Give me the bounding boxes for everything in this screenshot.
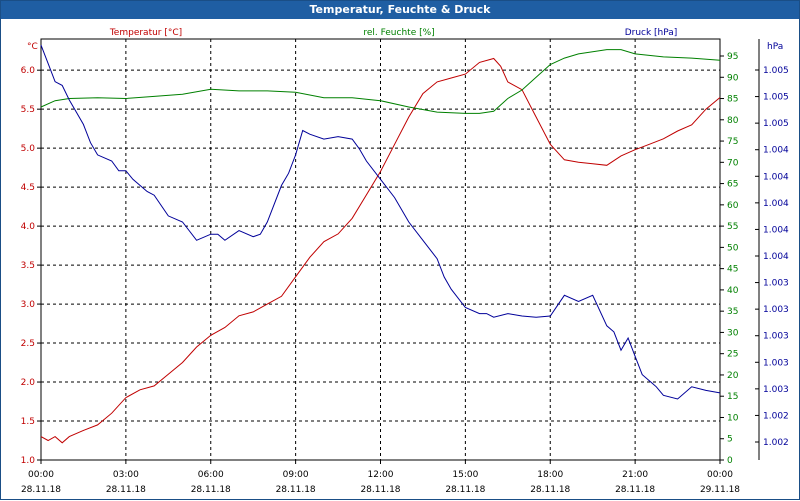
pressure-tick-label: 1.002	[763, 411, 789, 421]
pressure-tick-label: 1.004	[763, 146, 789, 156]
x-tick-date: 28.11.18	[360, 485, 400, 495]
temperature-series-line	[40, 57, 721, 444]
pressure-tick-label: 1.003	[763, 385, 789, 395]
temperature-tick-label: 1.5	[21, 417, 35, 427]
humidity-tick-label: 70	[727, 158, 739, 168]
humidity-series-line	[40, 49, 721, 114]
temperature-tick-label: 3.0	[21, 300, 36, 310]
x-tick-date: 29.11.18	[700, 485, 740, 495]
pressure-tick-label: 1.004	[763, 252, 789, 262]
humidity-tick-label: 75	[727, 137, 738, 147]
humidity-tick-label: 0	[727, 456, 733, 466]
pressure-tick-label: 1.003	[763, 358, 789, 368]
temperature-tick-label: 1.0	[21, 456, 36, 466]
humidity-tick-label: 90	[727, 73, 739, 83]
temperature-tick-label: 5.0	[21, 144, 36, 154]
temperature-tick-label: 3.5	[21, 261, 35, 271]
pressure-unit-label: hPa	[767, 42, 783, 52]
pressure-tick-label: 1.005	[763, 66, 789, 76]
x-tick-time: 21:00	[622, 470, 648, 480]
x-tick-time: 03:00	[113, 470, 139, 480]
humidity-tick-label: 15	[727, 392, 738, 402]
humidity-tick-label: 95	[727, 52, 738, 62]
temperature-tick-label: 2.0	[21, 378, 36, 388]
temperature-tick-label: 4.0	[21, 222, 36, 232]
humidity-tick-label: 65	[727, 180, 738, 190]
pressure-tick-label: 1.002	[763, 438, 789, 448]
pressure-tick-label: 1.005	[763, 119, 789, 129]
pressure-series-line	[40, 44, 721, 400]
x-tick-date: 28.11.18	[21, 485, 61, 495]
humidity-tick-label: 35	[727, 307, 738, 317]
x-tick-time: 09:00	[283, 470, 309, 480]
pressure-tick-label: 1.003	[763, 305, 789, 315]
humidity-tick-label: 30	[727, 328, 739, 338]
humidity-tick-label: 5	[727, 435, 733, 445]
x-tick-date: 28.11.18	[615, 485, 655, 495]
pressure-tick-label: 1.004	[763, 172, 789, 182]
x-tick-date: 28.11.18	[106, 485, 146, 495]
temperature-axis-title: Temperatur [°C]	[109, 28, 182, 38]
humidity-tick-label: 85	[727, 95, 738, 105]
humidity-tick-label: 10	[727, 413, 739, 423]
pressure-tick-label: 1.004	[763, 225, 789, 235]
humidity-tick-label: 40	[727, 286, 739, 296]
x-tick-date: 28.11.18	[530, 485, 570, 495]
x-tick-time: 00:00	[707, 470, 733, 480]
humidity-tick-label: 50	[727, 243, 739, 253]
temperature-tick-label: 5.5	[21, 105, 35, 115]
temperature-tick-label: 6.0	[21, 66, 36, 76]
x-tick-time: 18:00	[537, 470, 563, 480]
pressure-tick-label: 1.003	[763, 279, 789, 289]
pressure-tick-label: 1.003	[763, 332, 789, 342]
humidity-tick-label: 45	[727, 265, 738, 275]
humidity-tick-label: 60	[727, 201, 739, 211]
x-tick-date: 28.11.18	[445, 485, 485, 495]
x-tick-time: 12:00	[368, 470, 394, 480]
x-tick-time: 00:00	[28, 470, 54, 480]
pressure-tick-label: 1.004	[763, 199, 789, 209]
humidity-tick-label: 80	[727, 116, 739, 126]
pressure-axis-title: Druck [hPa]	[625, 28, 678, 38]
temperature-tick-label: 4.5	[21, 183, 35, 193]
chart-title: Temperatur, Feuchte & Druck	[1, 1, 799, 19]
humidity-tick-label: 55	[727, 222, 738, 232]
pressure-tick-label: 1.005	[763, 93, 789, 103]
x-tick-date: 28.11.18	[276, 485, 316, 495]
humidity-tick-label: 25	[727, 350, 738, 360]
x-tick-date: 28.11.18	[191, 485, 231, 495]
humidity-axis-title: rel. Feuchte [%]	[363, 28, 434, 38]
temperature-tick-label: 2.5	[21, 339, 35, 349]
humidity-tick-label: 20	[727, 371, 739, 381]
x-tick-time: 15:00	[452, 470, 478, 480]
x-tick-time: 06:00	[198, 470, 224, 480]
temperature-unit-label: °C	[27, 42, 38, 52]
